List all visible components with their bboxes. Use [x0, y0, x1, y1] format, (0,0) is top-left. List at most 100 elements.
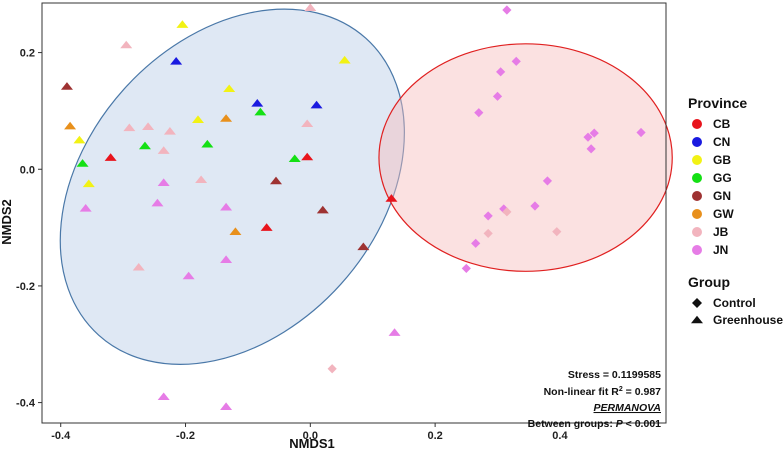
legend-swatch-gb [692, 155, 702, 165]
legend-swatch-gn [692, 191, 702, 201]
point-gn-triangle [270, 176, 282, 185]
point-jb-triangle [157, 146, 170, 154]
point-jn-triangle [220, 402, 233, 410]
point-jb-triangle [163, 127, 176, 135]
legend-swatch-jb [692, 227, 702, 237]
stats-annotation: Stress = 0.1199585 Non-linear fit R2 = 0… [528, 369, 662, 430]
point-jb-triangle [123, 123, 136, 132]
point-gn-triangle [316, 205, 329, 214]
confidence-ellipses [59, 8, 673, 365]
legend-label-jn: JN [713, 243, 728, 257]
point-gn-triangle [60, 82, 73, 90]
fit-r2-text: Non-linear fit R2 = 0.987 [544, 386, 662, 398]
point-jn-triangle [220, 202, 233, 211]
point-jn-diamond [636, 127, 646, 138]
permanova-text: PERMANOVA [594, 402, 661, 414]
point-cn-triangle [170, 57, 183, 65]
point-cb-triangle [301, 152, 314, 161]
point-jn-diamond [474, 108, 484, 118]
legend-label-control: Control [713, 296, 756, 310]
point-jb-triangle [132, 262, 145, 271]
plot-panel [41, 2, 667, 424]
point-cb-triangle [104, 153, 117, 161]
ellipse-control [378, 43, 673, 272]
legend: Province CB CN GB GG GN GW JB JN Group Control G… [688, 95, 783, 327]
point-jn-triangle [182, 271, 195, 280]
point-gb-triangle [338, 55, 351, 64]
point-jn-triangle [220, 255, 233, 263]
y-tick-label: -0.4 [16, 398, 36, 410]
point-jn-diamond [471, 238, 481, 248]
point-gg-triangle [288, 154, 301, 163]
point-jb-triangle [301, 119, 314, 128]
x-tick-label: 0.2 [427, 430, 442, 442]
legend-shape-control [692, 298, 702, 308]
point-jn-triangle [79, 204, 92, 212]
point-jn-diamond [530, 201, 540, 211]
point-gw-triangle [229, 227, 242, 235]
point-jn-diamond [461, 263, 471, 274]
legend-swatch-cb [692, 119, 702, 129]
point-jb-triangle [304, 3, 317, 11]
legend-label-cb: CB [713, 117, 731, 131]
legend-swatch-cn [692, 137, 702, 147]
point-gg-triangle [76, 159, 89, 167]
point-jb-diamond [502, 207, 512, 217]
legend-label-jb: JB [713, 225, 729, 239]
point-gn-triangle [357, 242, 370, 251]
point-gb-triangle [82, 179, 95, 188]
axes: -0.4 -0.2 0.0 0.2 0.4 0.2 0.0 -0.2 -0.4 [16, 48, 568, 442]
legend-swatch-gg [692, 173, 702, 183]
point-jn-diamond [583, 132, 593, 142]
point-cb-triangle [260, 223, 273, 231]
x-tick-label: -0.4 [51, 430, 71, 442]
legend-label-gb: GB [713, 153, 731, 167]
ellipse-greenhouse [59, 8, 405, 365]
point-jn-diamond [589, 128, 599, 138]
point-gw-triangle [64, 121, 77, 130]
point-gg-triangle [254, 107, 267, 116]
legend-label-gw: GW [713, 207, 734, 221]
point-jb-diamond [327, 364, 337, 374]
point-jb-triangle [195, 175, 208, 184]
point-jb-diamond [483, 228, 493, 239]
point-gg-triangle [138, 141, 151, 150]
point-gb-triangle [223, 84, 236, 93]
point-jn-diamond [483, 211, 493, 221]
data-points [60, 3, 646, 410]
point-cn-triangle [310, 100, 323, 109]
group-legend-title: Group [688, 274, 730, 290]
legend-label-greenhouse: Greenhouse [713, 313, 783, 327]
point-cb-triangle [385, 194, 398, 202]
y-axis-title: NMDS2 [0, 199, 14, 245]
x-axis-title: NMDS1 [289, 436, 335, 451]
province-legend-title: Province [688, 95, 747, 111]
point-gb-triangle [192, 115, 204, 123]
point-jb-diamond [552, 227, 562, 237]
point-jn-diamond [511, 56, 521, 66]
y-tick-label: -0.2 [16, 281, 35, 293]
between-groups-text: Between groups: P < 0.001 [528, 418, 662, 430]
point-jn-diamond [502, 5, 512, 15]
y-tick-label: 0.0 [20, 164, 35, 176]
legend-shape-greenhouse [691, 315, 703, 324]
stress-text: Stress = 0.1199585 [568, 369, 661, 381]
point-jb-triangle [120, 40, 133, 49]
legend-swatch-gw [692, 209, 702, 219]
point-jn-diamond [496, 67, 506, 77]
legend-swatch-jn [692, 245, 702, 255]
point-cn-triangle [251, 99, 264, 107]
x-tick-label: -0.2 [176, 430, 195, 442]
point-jn-diamond [492, 91, 503, 101]
point-jn-diamond [542, 176, 553, 186]
point-jn-triangle [151, 198, 164, 207]
point-gg-triangle [201, 139, 214, 148]
point-gw-triangle [220, 114, 233, 122]
point-gb-triangle [176, 20, 189, 28]
point-jb-triangle [142, 122, 155, 130]
point-jn-triangle [157, 178, 170, 186]
x-tick-label: 0.4 [552, 430, 568, 442]
point-jn-triangle [388, 328, 401, 336]
legend-label-gg: GG [713, 171, 732, 185]
